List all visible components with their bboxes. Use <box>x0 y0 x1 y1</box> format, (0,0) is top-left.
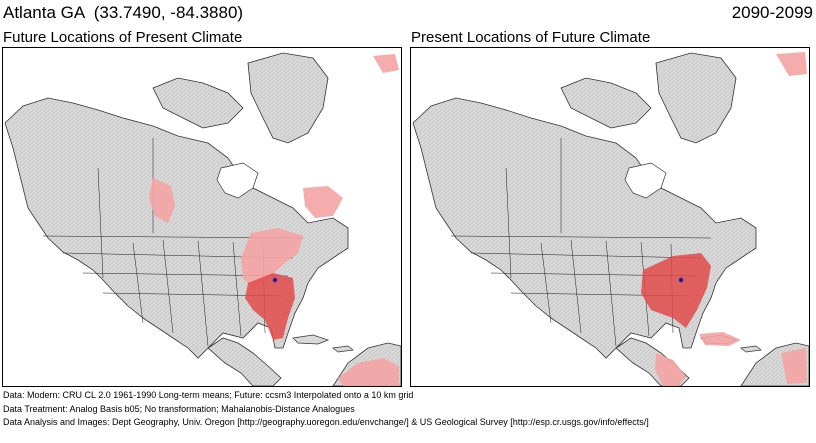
land-arctic-islands <box>560 77 652 129</box>
analog-strong-southeast <box>641 253 711 328</box>
political-borders <box>450 138 712 347</box>
analog-light-greenland-tip <box>373 54 399 73</box>
left-map-panel <box>2 47 402 387</box>
right-panel-label: Present Locations of Future Climate <box>411 29 651 46</box>
land-central-america <box>207 337 282 386</box>
analog-regions <box>149 54 399 386</box>
credit-treatment: Data Treatment: Analog Basis b05; No tra… <box>3 403 355 414</box>
analog-light-greenland-tip <box>776 52 807 76</box>
analog-light-caribbean <box>699 332 741 346</box>
land-caribbean <box>292 334 354 353</box>
land-arctic-islands <box>152 77 244 129</box>
location-coordinates: (33.7490, -84.3880) <box>93 3 244 22</box>
analog-light-northeast <box>303 186 343 218</box>
analog-light-south-america <box>781 348 807 384</box>
credit-analysis: Data Analysis and Images: Dept Geography… <box>3 417 649 427</box>
land-greenland <box>655 52 737 144</box>
analog-strong-southeast <box>245 273 295 340</box>
analog-light-south-america <box>338 358 399 386</box>
right-map-panel <box>410 47 810 387</box>
left-map <box>4 52 401 386</box>
analog-regions <box>641 52 807 386</box>
left-panel-label: Future Locations of Present Climate <box>3 29 243 46</box>
water-hudson-bay <box>216 162 259 199</box>
site-marker <box>678 277 684 283</box>
credit-data: Data: Modern: CRU CL 2.0 1961-1990 Long-… <box>3 390 414 400</box>
time-period: 2090-2099 <box>731 3 813 22</box>
location-name: Atlanta GA <box>3 3 85 22</box>
analog-light-pacific-nw <box>149 178 175 223</box>
site-marker <box>272 277 278 283</box>
data-credits: Data: Modern: CRU CL 2.0 1961-1990 Long-… <box>3 389 649 430</box>
map-title: Atlanta GA (33.7490, -84.3880) <box>3 3 243 23</box>
analog-light-central-america <box>655 353 686 386</box>
analog-light-east <box>241 228 303 288</box>
land-greenland <box>247 52 329 144</box>
water-hudson-bay <box>624 162 667 199</box>
right-map <box>412 52 809 386</box>
